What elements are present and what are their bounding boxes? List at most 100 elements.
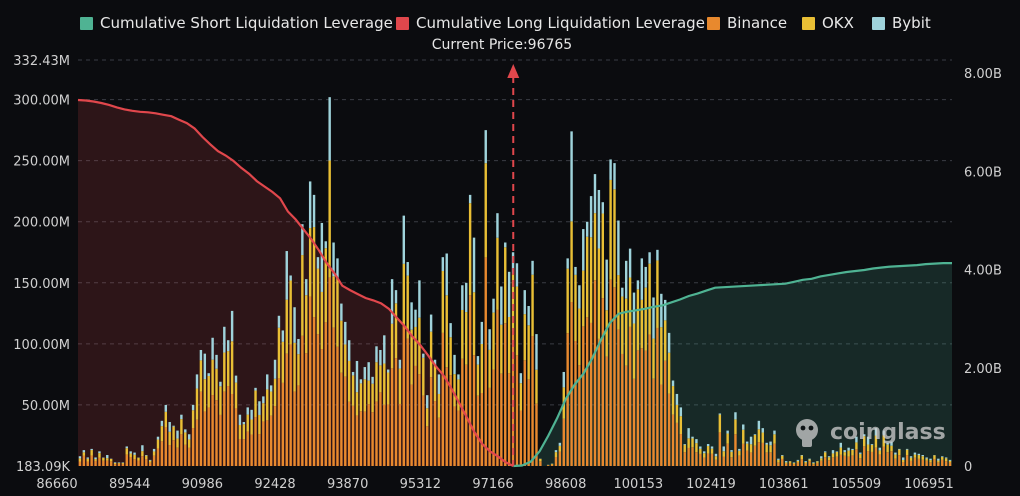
bar-segment-binance (344, 376, 347, 466)
bar-segment-binance (410, 384, 413, 466)
bar-segment-binance (628, 326, 632, 466)
bar-segment-binance (788, 462, 792, 466)
bar-segment-binance (418, 374, 421, 466)
left-tick-label: 183.09K (16, 460, 70, 475)
liquidation-bar (297, 338, 300, 466)
bar-segment-bybit (371, 376, 374, 384)
bar-segment-binance (703, 457, 706, 466)
gridlines (78, 59, 952, 406)
liquidation-bar (683, 444, 686, 466)
bar-segment-okx (340, 320, 343, 373)
bar-segment-binance (843, 455, 846, 466)
bar-segment-binance (219, 414, 222, 466)
liquidation-bar (761, 428, 764, 466)
bar-segment-binance (484, 257, 487, 466)
bar-segment-bybit (297, 338, 300, 355)
bar-segment-binance (273, 406, 277, 466)
bar-segment-bybit (441, 257, 445, 272)
legend-item-binance[interactable]: Binance (707, 12, 787, 34)
bar-segment-okx (82, 452, 86, 456)
bar-segment-bybit (242, 422, 246, 425)
liquidation-bar (355, 360, 359, 466)
bar-segment-binance (414, 365, 417, 466)
bar-segment-bybit (925, 457, 928, 459)
bar-segment-binance (453, 406, 456, 466)
bar-segment-binance (433, 401, 437, 466)
bar-segment-binance (211, 395, 214, 466)
bar-segment-bybit (492, 298, 495, 313)
bar-segment-binance (176, 447, 179, 466)
liquidation-bar (531, 260, 534, 466)
bar-segment-okx (246, 414, 249, 432)
liquidation-bar (246, 407, 249, 466)
bar-segment-okx (344, 344, 347, 377)
bar-segment-bybit (757, 420, 761, 430)
legend-item-long[interactable]: Cumulative Long Liquidation Leverage (396, 12, 705, 34)
liquidation-bar (172, 425, 175, 466)
bar-segment-bybit (905, 448, 909, 450)
liquidation-bar (855, 436, 858, 466)
liquidation-bar (453, 354, 456, 466)
bar-segment-okx (687, 438, 690, 448)
bar-segment-okx (843, 452, 846, 456)
bar-segment-bybit (944, 457, 948, 459)
liquidation-bar (383, 335, 386, 466)
x-tick-label: 105509 (832, 477, 882, 492)
bar-segment-binance (340, 372, 343, 466)
legend-item-short[interactable]: Cumulative Short Liquidation Leverage (80, 12, 393, 34)
bar-segment-bybit (605, 259, 608, 311)
bar-segment-bybit (406, 262, 409, 276)
liquidation-bar (679, 407, 683, 466)
bar-segment-binance (948, 462, 952, 466)
liquidation-bar (898, 448, 901, 466)
liquidation-bar (562, 371, 565, 466)
bar-segment-okx (941, 456, 944, 460)
liquidation-bar (160, 420, 164, 466)
liquidation-bar (566, 258, 569, 466)
bar-segment-okx (336, 278, 339, 347)
bar-segment-bybit (660, 293, 663, 328)
liquidation-bar (266, 374, 269, 466)
bar-segment-binance (531, 336, 534, 466)
legend-item-bybit[interactable]: Bybit (872, 12, 931, 34)
bar-segment-bybit (195, 374, 199, 389)
bar-segment-okx (227, 351, 230, 387)
legend-item-okx[interactable]: OKX (802, 12, 854, 34)
bar-segment-bybit (215, 354, 218, 369)
liquidation-bar (445, 253, 448, 466)
liquidation-bar (195, 374, 199, 466)
bar-segment-bybit (496, 213, 499, 238)
liquidation-bar (402, 215, 406, 466)
liquidation-bar (515, 263, 519, 466)
x-tick-label: 89544 (109, 477, 150, 492)
bar-segment-bybit (585, 221, 589, 237)
liquidation-bar (406, 262, 409, 466)
liquidation-bar (480, 321, 484, 466)
bar-segment-bybit (761, 428, 764, 433)
bar-segment-okx (390, 323, 394, 369)
bar-segment-binance (90, 455, 93, 466)
liquidation-bar (238, 414, 242, 466)
bar-segment-binance (823, 457, 827, 466)
bar-segment-bybit (207, 373, 210, 377)
bar-segment-bybit (902, 457, 905, 461)
liquidation-bar (628, 248, 632, 466)
bar-segment-bybit (347, 340, 351, 361)
liquidation-bar (886, 442, 889, 466)
liquidation-bar (164, 404, 167, 466)
bar-segment-bybit (386, 369, 390, 373)
bar-segment-binance (644, 350, 647, 466)
bar-segment-okx (628, 277, 632, 327)
bar-segment-binance (691, 447, 694, 466)
bar-segment-bybit (823, 451, 827, 453)
bar-segment-okx (636, 289, 640, 351)
liquidation-bar (312, 194, 316, 466)
bar-segment-binance (550, 464, 554, 466)
left-tick-label: 300.00M (13, 94, 70, 109)
bar-segment-binance (109, 461, 113, 466)
liquidation-bar (187, 434, 191, 466)
bar-segment-okx (484, 163, 487, 258)
legend-swatch-bybit (872, 16, 885, 30)
bar-segment-okx (730, 451, 733, 458)
liquidation-bar (332, 242, 335, 466)
